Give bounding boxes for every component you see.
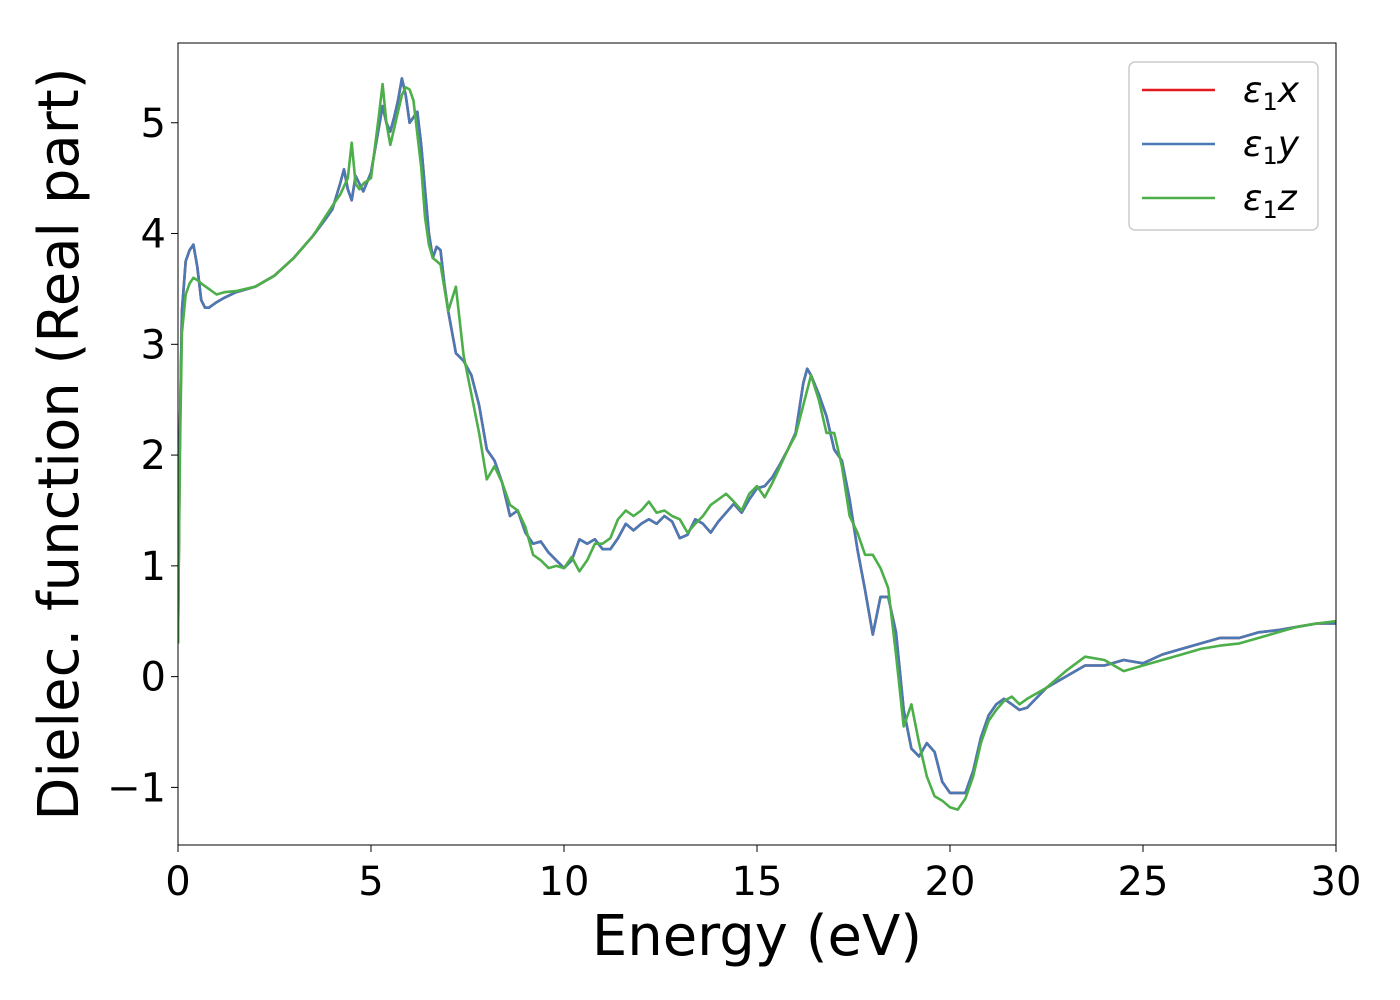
y-tick-label: 4 xyxy=(141,212,166,258)
x-tick-label: 0 xyxy=(165,859,190,905)
y-tick-label: 1 xyxy=(141,544,166,590)
x-tick-label: 15 xyxy=(732,859,783,905)
x-tick-label: 30 xyxy=(1311,859,1362,905)
x-tick-label: 10 xyxy=(539,859,590,905)
x-tick-label: 5 xyxy=(358,859,383,905)
legend-entry-y-label: ε1y xyxy=(1243,124,1300,170)
legend: ε1x ε1y ε1z xyxy=(1128,61,1319,231)
x-axis-ticks: 0 5 10 15 20 25 30 xyxy=(165,845,1361,905)
y-tick-label: 2 xyxy=(141,433,166,479)
legend-entry-z-label: ε1z xyxy=(1243,178,1298,224)
x-axis-label: Energy (eV) xyxy=(592,904,922,969)
x-tick-label: 20 xyxy=(925,859,976,905)
x-tick-label: 25 xyxy=(1118,859,1169,905)
y-tick-label: −1 xyxy=(107,765,166,811)
y-tick-label: 5 xyxy=(141,101,166,147)
y-axis-ticks: −1 0 1 2 3 4 5 xyxy=(107,101,178,811)
y-axis-label: Dielec. function (Real part) xyxy=(27,67,92,820)
legend-entry-x-label: ε1x xyxy=(1243,70,1300,116)
plot-frame xyxy=(177,42,1337,846)
series-z-line xyxy=(178,82,1336,811)
y-tick-label: 0 xyxy=(141,655,166,701)
y-tick-label: 3 xyxy=(141,322,166,368)
plot-lines xyxy=(178,77,1336,811)
legend-box xyxy=(1128,61,1319,231)
